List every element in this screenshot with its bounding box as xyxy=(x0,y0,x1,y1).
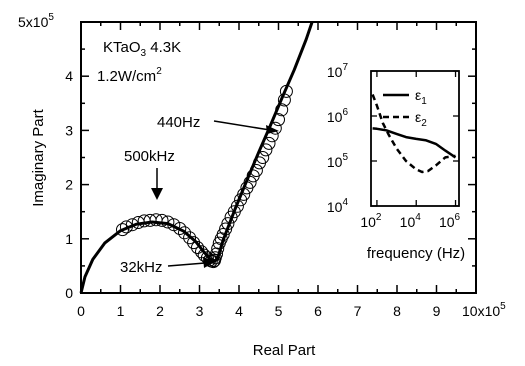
x-tick-label: 2 xyxy=(156,303,164,319)
inset-x-tick-label: 106 xyxy=(439,212,461,230)
data-point-circle xyxy=(183,231,197,245)
data-point-circle xyxy=(272,113,285,127)
legend-label-epsilon2: ε2 xyxy=(415,109,427,129)
data-point-circle xyxy=(216,228,230,241)
data-point-circle xyxy=(173,222,187,235)
main-series xyxy=(79,21,314,294)
inset-x-axis-title: frequency (Hz) xyxy=(367,245,465,262)
data-point-circle xyxy=(119,220,133,234)
inset-background xyxy=(306,64,466,204)
arrowhead-500khz xyxy=(151,188,163,200)
inset-series-epsilon2-line xyxy=(371,94,456,174)
inset-y-tick-label: 106 xyxy=(327,107,349,125)
main-ticks: 0 1 2 3 4 0 1 2 3 4 5 6 7 8 9 xyxy=(65,21,477,319)
legend-label-epsilon1: ε1 xyxy=(415,87,427,107)
x-tick-label: 9 xyxy=(433,303,441,319)
fit-curve-line xyxy=(79,21,314,294)
x-axis-title: Real Part xyxy=(253,342,316,359)
data-point-circle xyxy=(178,226,191,240)
annotation-32khz: 32kHz xyxy=(120,259,163,276)
inset-y-tick-label: 107 xyxy=(327,62,349,80)
y-axis-title: Imaginary Part xyxy=(30,108,47,206)
data-point-circle xyxy=(237,187,251,201)
inset-series xyxy=(371,94,457,174)
x-tick-label: 7 xyxy=(354,303,362,319)
arrowhead-440hz xyxy=(266,125,279,134)
data-point-circle xyxy=(230,199,244,213)
inset-y-tick-label: 105 xyxy=(327,152,349,170)
data-point-circle xyxy=(249,164,263,177)
arrow-440hz xyxy=(213,120,271,131)
annotation-500khz: 500kHz xyxy=(124,148,175,165)
inset-series-epsilon1-line xyxy=(372,127,457,159)
inset-x-tick-label: 104 xyxy=(400,212,422,230)
y-tick-label: 0 xyxy=(65,285,73,301)
x-tick-label-multiplier: 10x105 xyxy=(462,301,506,319)
inset-ticks: 104 105 106 107 102 104 106 xyxy=(327,62,461,230)
annotation-440hz: 440Hz xyxy=(157,114,200,131)
data-point-circle xyxy=(279,84,293,98)
x-tick-label: 0 xyxy=(77,303,85,319)
y-tick-label: 2 xyxy=(65,177,73,193)
inset-plot-frame xyxy=(370,70,460,207)
data-point-circle xyxy=(262,136,276,150)
y-tick-label: 1 xyxy=(65,231,73,247)
data-point-circle xyxy=(187,236,201,250)
arrow-32khz xyxy=(167,262,206,267)
power-label: 1.2W/cm2 xyxy=(97,66,162,85)
y-tick-label: 3 xyxy=(65,122,73,138)
x-tick-label: 1 xyxy=(117,303,125,319)
inset-y-tick-label: 104 xyxy=(327,197,349,215)
data-point-circle xyxy=(259,143,273,157)
inset-legend: ε1 ε2 xyxy=(383,87,427,129)
data-point-circle xyxy=(275,103,289,117)
data-point-circle xyxy=(243,175,257,189)
data-point-circle xyxy=(125,218,139,232)
inset-x-tick-label: 102 xyxy=(360,212,382,230)
data-point-circle xyxy=(155,213,169,227)
x-tick-label: 6 xyxy=(314,303,322,319)
x-tick-label: 8 xyxy=(393,303,401,319)
data-point-circle xyxy=(191,241,204,254)
x-tick-label: 4 xyxy=(235,303,243,319)
data-point-circle xyxy=(211,242,225,256)
data-point-circle xyxy=(161,215,175,229)
sample-label: KTaO3 4.3K xyxy=(103,39,181,59)
data-point-circle xyxy=(256,151,270,164)
y-tick-label: 4 xyxy=(65,68,73,84)
data-point-circle xyxy=(277,93,291,107)
data-point-circle xyxy=(221,217,235,231)
arrowhead-32khz xyxy=(203,257,215,268)
x-tick-label: 5 xyxy=(275,303,283,319)
data-point-circle xyxy=(219,222,233,236)
x-tick-label: 3 xyxy=(196,303,204,319)
y-tick-label-max: 5x105 xyxy=(18,12,54,30)
